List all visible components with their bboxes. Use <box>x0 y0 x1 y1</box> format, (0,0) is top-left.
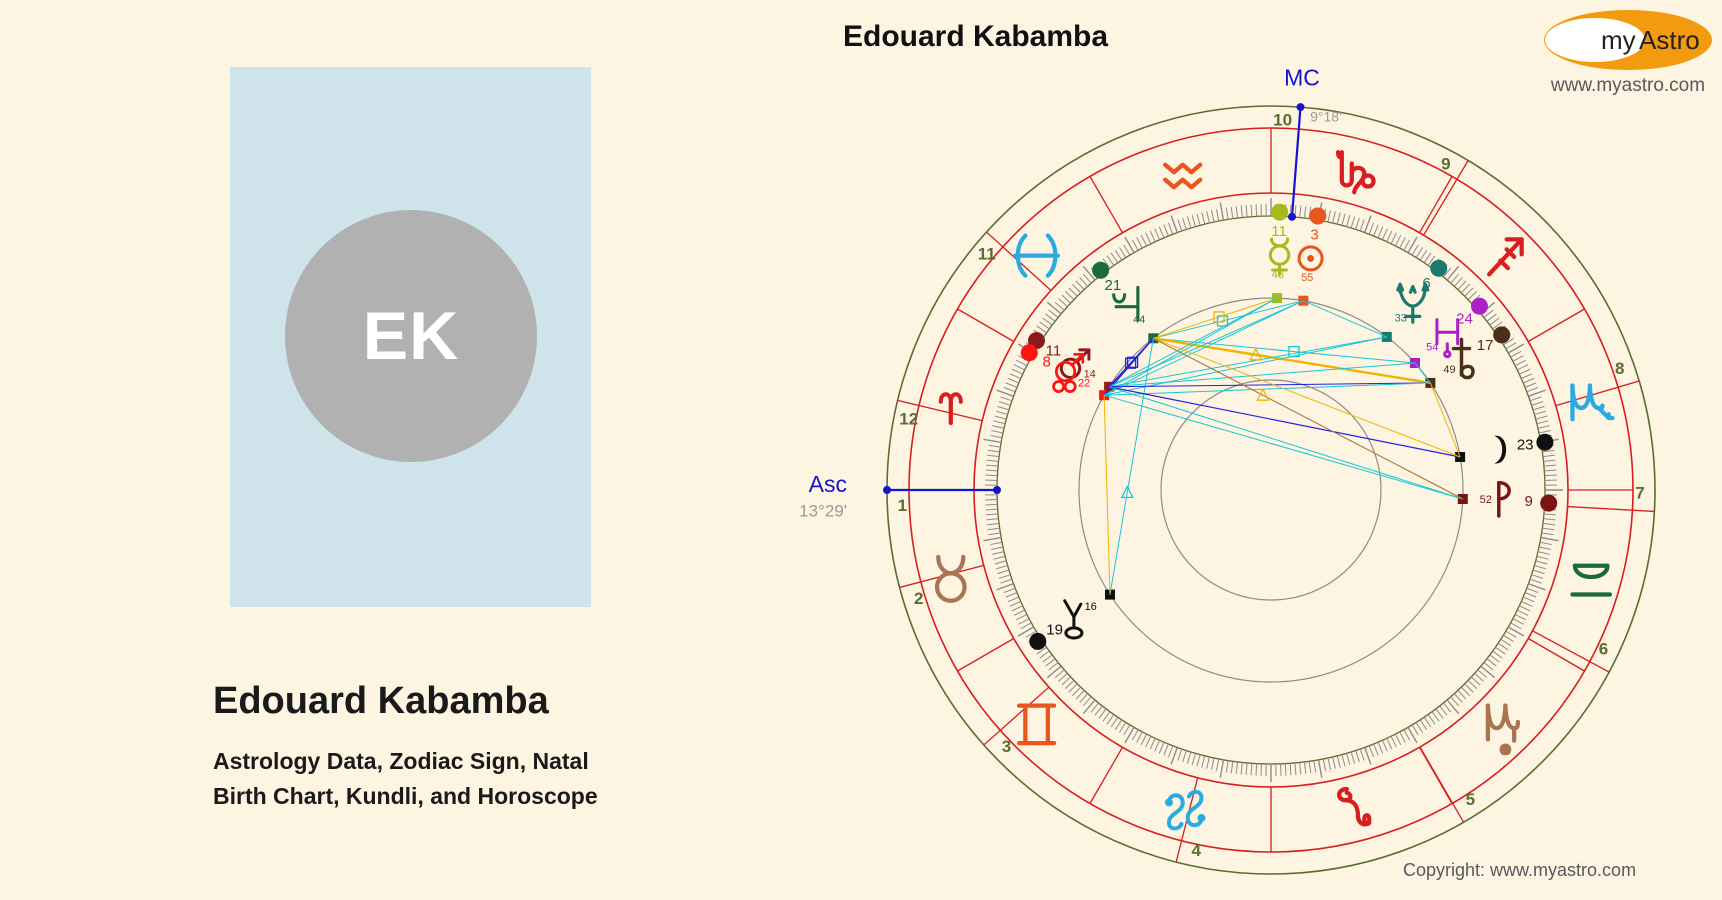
svg-text:6: 6 <box>1599 639 1608 658</box>
svg-text:54: 54 <box>1426 342 1438 354</box>
svg-text:24: 24 <box>1456 310 1473 327</box>
svg-text:11: 11 <box>1271 223 1287 240</box>
svg-text:MC: MC <box>1284 64 1320 90</box>
svg-text:9°18': 9°18' <box>1310 109 1342 125</box>
svg-text:5: 5 <box>1466 790 1475 809</box>
svg-text:13°29': 13°29' <box>799 501 847 520</box>
svg-text:3: 3 <box>1002 737 1011 756</box>
svg-text:22: 22 <box>1078 378 1090 390</box>
svg-text:7: 7 <box>1635 483 1644 502</box>
svg-text:55: 55 <box>1301 272 1313 284</box>
svg-text:10: 10 <box>1273 111 1292 130</box>
svg-text:3: 3 <box>1310 227 1318 244</box>
svg-text:6: 6 <box>1422 275 1430 292</box>
svg-text:48: 48 <box>1272 269 1284 281</box>
svg-text:9: 9 <box>1525 493 1533 510</box>
svg-text:19: 19 <box>1046 621 1063 638</box>
svg-text:23: 23 <box>1517 437 1534 454</box>
svg-text:17: 17 <box>1477 337 1494 354</box>
svg-text:4: 4 <box>1191 841 1201 860</box>
svg-text:33: 33 <box>1395 312 1407 324</box>
svg-text:52: 52 <box>1480 494 1492 506</box>
svg-text:21: 21 <box>1105 277 1122 294</box>
svg-text:16: 16 <box>1085 601 1097 613</box>
svg-text:11: 11 <box>978 244 996 263</box>
svg-text:8: 8 <box>1615 359 1624 378</box>
svg-text:2: 2 <box>914 589 923 608</box>
svg-text:12: 12 <box>899 410 918 429</box>
svg-text:8: 8 <box>1043 354 1051 371</box>
svg-text:1: 1 <box>898 496 907 515</box>
svg-text:44: 44 <box>1133 314 1145 326</box>
svg-text:49: 49 <box>1443 364 1455 376</box>
svg-text:9: 9 <box>1441 155 1450 174</box>
svg-text:Asc: Asc <box>809 471 847 497</box>
